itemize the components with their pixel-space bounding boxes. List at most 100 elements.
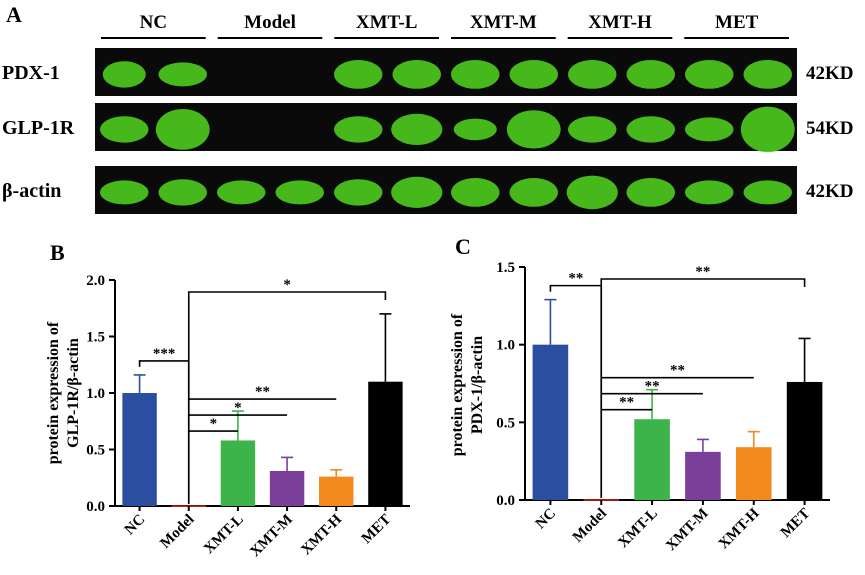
significance-label: ** bbox=[695, 264, 710, 280]
panel-label-b: B bbox=[50, 240, 65, 265]
blot-row-label-pdx-1: PDX-1 bbox=[2, 62, 60, 84]
x-tick-label-nc: NC bbox=[122, 512, 149, 539]
blot-band bbox=[275, 180, 324, 205]
x-tick-label-xmt-m: XMT-M bbox=[663, 506, 712, 555]
y-tick-label: 0.0 bbox=[496, 493, 515, 509]
y-tick-label: 1.5 bbox=[496, 260, 515, 276]
blot-group-headers: NC Model XMT-L XMT-M XMT-H MET bbox=[101, 12, 789, 39]
blot-band bbox=[743, 180, 792, 205]
blot-strip bbox=[95, 103, 797, 151]
significance-label: ** bbox=[670, 363, 685, 379]
blot-band bbox=[392, 60, 441, 89]
bar-xmt-h bbox=[735, 447, 772, 500]
bar-xmt-l bbox=[634, 419, 670, 500]
significance-bracket bbox=[187, 291, 387, 504]
significance-label: * bbox=[210, 416, 218, 432]
blot-band bbox=[391, 176, 443, 208]
x-tick-label-met: MET bbox=[359, 512, 394, 547]
blot-group-label-nc: NC bbox=[140, 12, 167, 33]
significance-label: ** bbox=[255, 384, 270, 400]
blot-band bbox=[626, 178, 675, 207]
blot-group-label-model: Model bbox=[244, 12, 296, 33]
x-tick-label-met: MET bbox=[778, 506, 813, 541]
blot-band bbox=[453, 118, 497, 141]
blot-band bbox=[685, 180, 734, 205]
x-tick-label-xmt-h: XMT-H bbox=[716, 505, 763, 552]
x-tick-label-xmt-l: XMT-L bbox=[615, 506, 661, 552]
blot-band bbox=[100, 180, 149, 205]
blot-band bbox=[158, 62, 207, 87]
y-axis-label-line1: protein expression of bbox=[449, 313, 466, 456]
chart-pdx1: protein expression of PDX-1/β-actin 0.0 0… bbox=[449, 260, 830, 554]
bar-nc bbox=[532, 344, 569, 500]
blot-row-label-actin: β-actin bbox=[2, 180, 61, 202]
y-tick-label: 0.0 bbox=[86, 499, 105, 515]
bar-model bbox=[583, 499, 620, 501]
blot-band bbox=[509, 60, 558, 89]
bar-nc bbox=[122, 393, 157, 506]
blot-band bbox=[158, 179, 207, 206]
significance-label: ** bbox=[568, 271, 583, 287]
blot-band bbox=[451, 178, 500, 207]
y-tick-label: 1.0 bbox=[496, 338, 515, 354]
bar-met bbox=[368, 381, 403, 506]
y-axis-label-line2: PDX-1/β-actin bbox=[469, 336, 486, 434]
blot-band bbox=[685, 117, 734, 142]
blot-band bbox=[568, 116, 617, 143]
y-axis-label-line2: GLP-1R/β-actin bbox=[65, 338, 82, 448]
significance-label: ** bbox=[645, 379, 660, 395]
blot-band bbox=[626, 116, 675, 143]
blot-band bbox=[102, 61, 146, 88]
significance-label: *** bbox=[153, 346, 176, 362]
blot-band bbox=[740, 106, 795, 153]
bar-xmt-l bbox=[220, 440, 256, 506]
blot-band bbox=[509, 178, 558, 207]
blot-group-label-met: MET bbox=[715, 12, 759, 33]
blot-band bbox=[626, 60, 675, 89]
y-tick-label: 1.0 bbox=[86, 386, 105, 402]
blot-band bbox=[155, 108, 210, 150]
blot-band bbox=[685, 60, 734, 89]
bar-met bbox=[786, 381, 823, 500]
blot-band bbox=[743, 60, 792, 89]
blot-group-label-xmt-m: XMT-M bbox=[470, 12, 537, 33]
x-tick-label-model: Model bbox=[570, 506, 610, 546]
x-tick-label-model: Model bbox=[157, 512, 197, 552]
blot-band bbox=[217, 180, 266, 205]
blot-band bbox=[391, 113, 443, 145]
x-tick-label-nc: NC bbox=[533, 506, 560, 533]
panel-label-a: A bbox=[6, 2, 22, 27]
y-tick-label: 1.5 bbox=[86, 330, 105, 346]
bar-xmt-m bbox=[269, 470, 305, 506]
panel-label-c: C bbox=[455, 234, 471, 259]
blot-row-label-glp-1r: GLP-1R bbox=[2, 117, 75, 139]
blot-size-label: 42KD bbox=[806, 63, 854, 84]
blot-band bbox=[451, 60, 500, 89]
x-tick-label-xmt-m: XMT-M bbox=[247, 512, 296, 561]
blot-band bbox=[334, 116, 383, 143]
blot-band bbox=[100, 116, 149, 143]
bar-xmt-h bbox=[319, 476, 354, 506]
y-tick-label: 0.5 bbox=[86, 443, 105, 459]
y-tick-label: 0.5 bbox=[496, 415, 515, 431]
y-tick-label: 2.0 bbox=[86, 273, 105, 289]
significance-label: ** bbox=[619, 395, 634, 411]
blot-size-label: 42KD bbox=[806, 181, 854, 202]
x-tick-label-xmt-l: XMT-L bbox=[201, 512, 247, 558]
chart-glp1r: protein expression of GLP-1R/β-actin 0.0… bbox=[45, 273, 410, 560]
significance-bracket bbox=[600, 278, 806, 498]
blot-size-label: 54KD bbox=[806, 118, 854, 139]
blot-group-label-xmt-h: XMT-H bbox=[588, 12, 652, 33]
significance-label: * bbox=[234, 400, 242, 416]
blot-band bbox=[566, 175, 618, 210]
significance-label: * bbox=[283, 277, 291, 293]
blot-band bbox=[334, 60, 383, 89]
blot-strip bbox=[95, 48, 797, 96]
bar-xmt-m bbox=[685, 451, 721, 500]
blot-band bbox=[568, 60, 617, 89]
western-blot: PDX-1 42KD GLP-1R 54KD β-actin 42KD bbox=[2, 48, 854, 214]
blot-band bbox=[334, 179, 383, 206]
x-tick-label-xmt-h: XMT-H bbox=[298, 511, 345, 558]
blot-group-label-xmt-l: XMT-L bbox=[356, 12, 418, 33]
